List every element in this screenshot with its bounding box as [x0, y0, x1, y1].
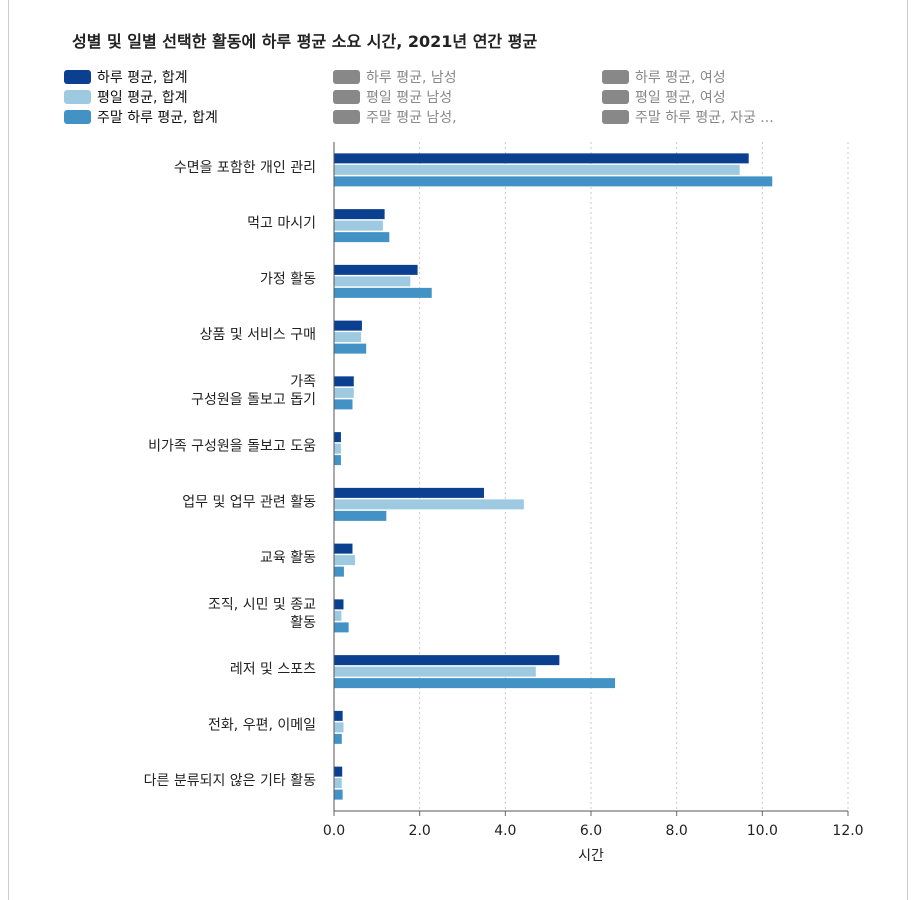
x-tick-label: 2.0 [409, 823, 431, 839]
bar [334, 766, 343, 777]
legend-label: 하루 평균, 남성 [366, 70, 457, 86]
legend-item[interactable]: 주말 평균 남성, [333, 108, 457, 126]
legend-label: 평일 평균 남성 [366, 90, 453, 106]
legend-swatch [64, 110, 91, 124]
bar [334, 722, 344, 733]
x-tick-label: 4.0 [494, 823, 516, 839]
legend-item[interactable]: 평일 평균 남성 [333, 88, 452, 106]
bar [334, 343, 367, 354]
legend-label: 주말 하루 평균, 합계 [97, 110, 218, 126]
bar [334, 232, 390, 243]
category-label: 조직, 시민 및 종교 [208, 597, 316, 613]
legend-item[interactable]: 하루 평균, 남성 [333, 68, 457, 86]
bar [334, 320, 362, 331]
bar [334, 376, 354, 387]
bar [334, 176, 773, 187]
x-tick-label: 10.0 [747, 823, 778, 839]
category-label: 구성원을 돌보고 돕기 [191, 392, 316, 408]
legend-swatch [333, 70, 360, 84]
bar [334, 778, 342, 789]
legend-label: 평일 평균, 여성 [635, 90, 726, 106]
bar [334, 287, 432, 298]
legend-swatch [333, 90, 360, 104]
bar [334, 432, 341, 443]
legend-label: 하루 평균, 합계 [97, 70, 188, 86]
bar [334, 209, 385, 220]
bar [334, 264, 418, 275]
category-label: 다른 분류되지 않은 기타 활동 [144, 773, 316, 789]
x-tick-label: 8.0 [666, 823, 688, 839]
category-label: 전화, 우편, 이메일 [208, 717, 316, 733]
legend-item[interactable]: 하루 평균, 여성 [602, 68, 726, 86]
bar [334, 443, 341, 454]
legend-swatch [602, 110, 629, 124]
legend-label: 주말 하루 평균, 자궁 ... [635, 110, 774, 126]
category-label: 레저 및 스포츠 [230, 662, 316, 678]
bar [334, 332, 362, 343]
legend-label: 평일 평균, 합계 [97, 90, 188, 106]
category-label: 먹고 마시기 [247, 216, 316, 232]
category-label: 업무 및 업무 관련 활동 [182, 494, 316, 510]
bar [334, 153, 749, 164]
bar [334, 599, 344, 610]
bar [334, 276, 411, 287]
category-label: 비가족 구성원을 돌보고 도움 [148, 439, 316, 455]
bar [334, 387, 354, 398]
bar [334, 622, 349, 633]
bar [334, 789, 343, 800]
chart-title: 성별 및 일별 선택한 활동에 하루 평균 소요 시간, 2021년 연간 평균 [72, 32, 538, 51]
bar [334, 733, 342, 744]
x-tick-label: 0.0 [323, 823, 345, 839]
x-tick-label: 6.0 [580, 823, 602, 839]
bar [334, 710, 343, 721]
legend-swatch [333, 110, 360, 124]
category-label: 수면을 포함한 개인 관리 [174, 160, 316, 176]
bar [334, 220, 383, 231]
legend-item[interactable]: 주말 하루 평균, 합계 [64, 108, 218, 126]
bar [334, 566, 344, 577]
category-label: 상품 및 서비스 구매 [200, 327, 316, 343]
bar [334, 666, 536, 677]
bar [334, 610, 342, 621]
legend-label: 주말 평균 남성, [366, 110, 457, 126]
legend-swatch [602, 90, 629, 104]
legend-item[interactable]: 평일 평균, 여성 [602, 88, 726, 106]
legend-item[interactable]: 주말 하루 평균, 자궁 ... [602, 108, 774, 126]
legend-swatch [64, 70, 91, 84]
bar [334, 399, 353, 410]
bar [334, 487, 484, 498]
bar [334, 510, 387, 521]
bar [334, 655, 560, 666]
chart-frame [8, 0, 908, 900]
category-label: 가정 활동 [260, 271, 316, 287]
x-tick-label: 12.0 [832, 823, 863, 839]
x-axis-label: 시간 [578, 848, 604, 864]
legend-swatch [64, 90, 91, 104]
bar [334, 164, 740, 175]
legend-item[interactable]: 하루 평균, 합계 [64, 68, 188, 86]
category-label: 교육 활동 [260, 550, 316, 566]
bar [334, 678, 616, 689]
legend-item[interactable]: 평일 평균, 합계 [64, 88, 188, 106]
bar [334, 499, 524, 510]
bar [334, 555, 356, 566]
bar [334, 455, 341, 466]
bar [334, 543, 353, 554]
category-label: 활동 [290, 615, 316, 631]
legend-swatch [602, 70, 629, 84]
category-label: 가족 [290, 374, 316, 390]
legend-label: 하루 평균, 여성 [635, 70, 726, 86]
